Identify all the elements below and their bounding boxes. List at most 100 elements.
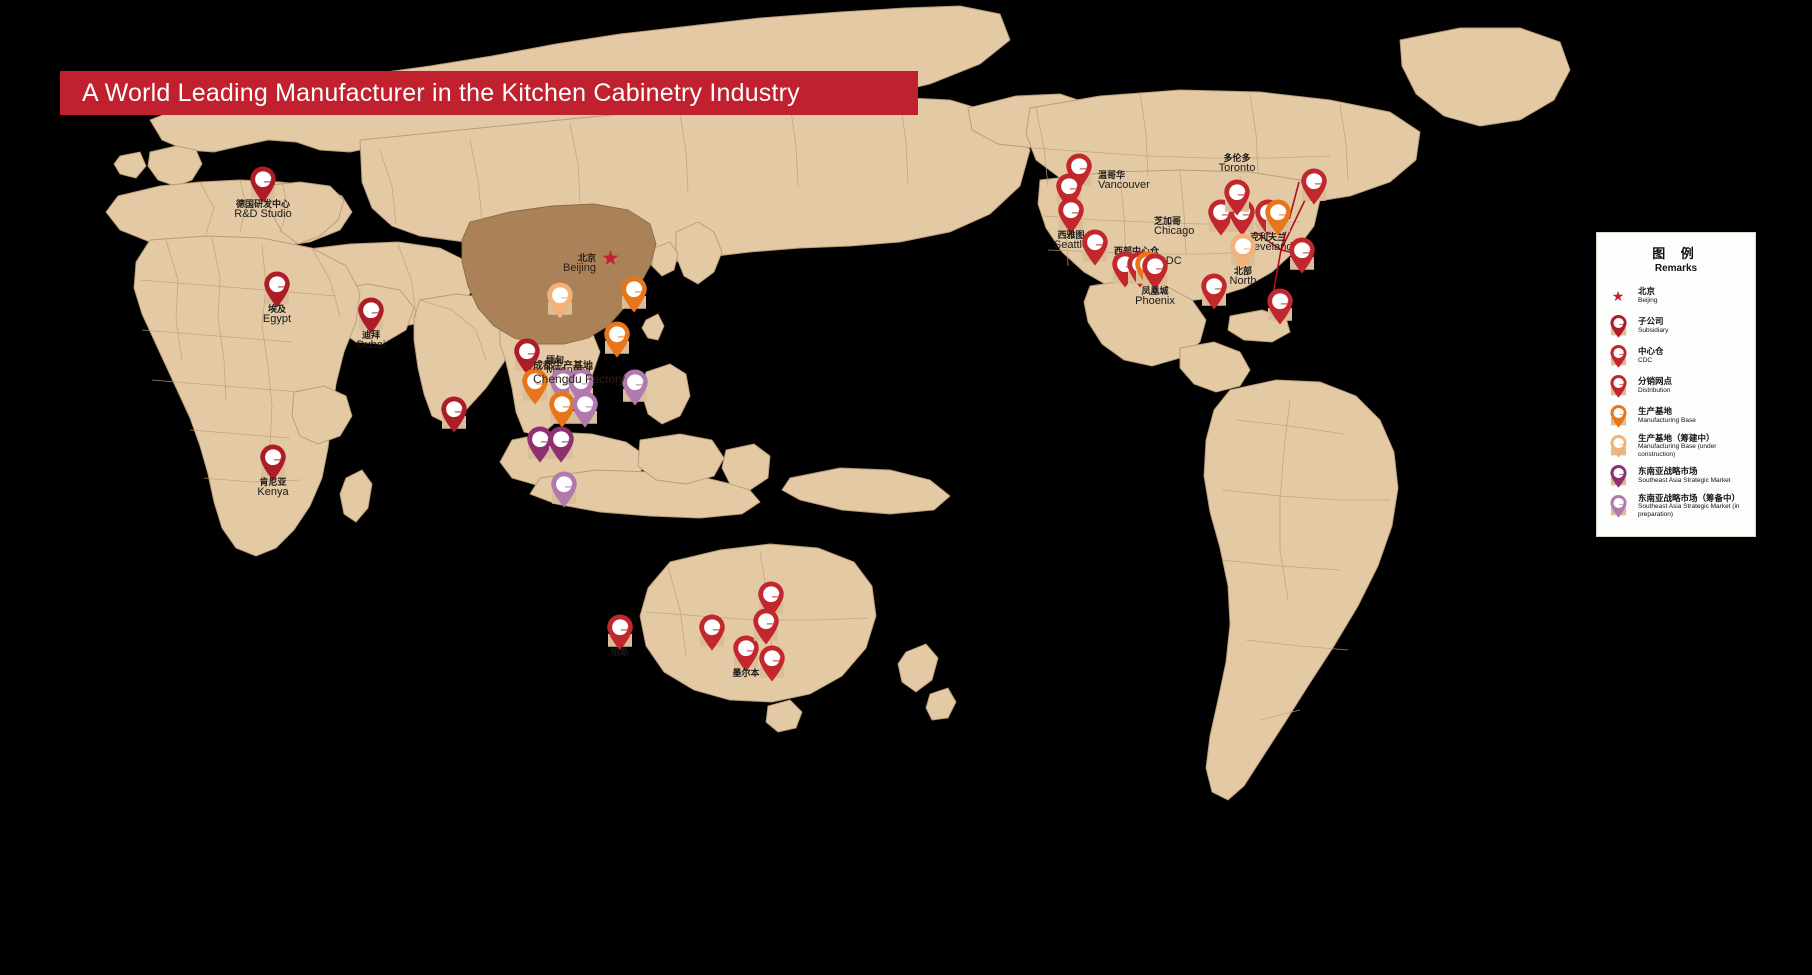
map-marker-guangdong[interactable] — [602, 320, 632, 359]
map-marker-vietnam-b[interactable] — [570, 390, 600, 429]
beijing-label: 北京 Beijing — [516, 253, 596, 275]
legend-text: 中心仓 CDC — [1638, 347, 1664, 365]
pin-subsidiary[interactable] — [512, 337, 542, 376]
map-marker-western-cdc[interactable]: 西部中心仓Western CDC — [1080, 228, 1182, 267]
region-label-chengdu: 成都生产基地 Chengdu Factory — [533, 361, 625, 386]
pin-manufacturing_under_construction[interactable] — [545, 281, 575, 320]
pin-distribution[interactable] — [1299, 167, 1329, 206]
legend-icon-manufacturing_under_construction — [1605, 434, 1631, 459]
legend-item-sea_strategic[interactable]: 东南亚战略市场 Southeast Asia Strategic Market — [1605, 461, 1747, 491]
pin-distribution[interactable] — [1265, 287, 1295, 326]
legend-item-star[interactable]: ★ 北京 Beijing — [1605, 281, 1747, 311]
pin-icon — [607, 614, 633, 651]
legend-item-manufacturing[interactable]: 生产基地 Manufacturing Base — [1605, 401, 1747, 431]
map-marker-chengdu[interactable] — [545, 281, 575, 320]
pin-icon — [514, 338, 540, 375]
pin-sea_strategic_prep[interactable] — [549, 470, 579, 509]
pin-icon — [527, 426, 553, 463]
map-marker-egypt[interactable]: 埃及 Egypt — [262, 270, 292, 325]
map-marker-rd-studio[interactable]: 德国研发中心 R&D Studio — [234, 165, 292, 220]
pin-distribution[interactable] — [1199, 272, 1229, 311]
pin-manufacturing[interactable] — [520, 367, 550, 406]
map-marker-india-west[interactable] — [439, 395, 469, 434]
map-marker-kenya[interactable]: 肯尼亚 Kenya — [257, 443, 289, 498]
pin-manufacturing[interactable] — [602, 320, 632, 359]
pin-distribution[interactable] — [1287, 236, 1317, 275]
pin-manufacturing[interactable] — [619, 275, 649, 314]
map-marker-toronto[interactable]: 多伦多 Toronto — [1219, 153, 1255, 217]
pin-distribution[interactable] — [1080, 228, 1110, 267]
legend-icon-distribution — [1605, 374, 1631, 399]
legend-item-cdc[interactable]: 中心仓 CDC — [1605, 341, 1747, 371]
pin-icon — [1609, 464, 1627, 488]
map-marker-malaysia-a[interactable] — [525, 425, 555, 464]
pin-distribution[interactable] — [731, 634, 761, 673]
pin-subsidiary[interactable] — [258, 443, 288, 482]
pin-manufacturing[interactable] — [1263, 198, 1293, 237]
legend-icon-subsidiary — [1605, 314, 1631, 339]
map-marker-canberra[interactable] — [751, 607, 781, 646]
pin-sea_strategic_prep[interactable] — [570, 390, 600, 429]
pin-icon — [260, 444, 286, 481]
pin-icon — [1609, 434, 1627, 458]
pin-manufacturing[interactable] — [547, 390, 577, 429]
pin-sea_strategic_prep[interactable] — [620, 368, 650, 407]
legend-text: 生产基地（筹建中） Manufacturing Base (under const… — [1638, 433, 1747, 459]
pin-distribution[interactable] — [1056, 196, 1086, 235]
pin-icon — [1224, 179, 1250, 216]
map-marker-east-coast[interactable] — [1287, 236, 1317, 275]
legend-rows: ★ 北京 Beijing 子公司 Subsidiary 中心仓 CDC 分销网点 Dist… — [1605, 281, 1747, 521]
map-marker-tasmania[interactable] — [757, 644, 787, 683]
map-marker-thailand-a[interactable] — [520, 367, 550, 406]
map-marker-vietnam-a[interactable] — [547, 390, 577, 429]
map-marker-southeast-us[interactable] — [1199, 272, 1229, 311]
map-marker-north[interactable]: 北部 North — [1228, 232, 1258, 287]
pin-sea_strategic[interactable] — [525, 425, 555, 464]
legend-label-en: Distribution — [1638, 387, 1671, 395]
pin-distribution[interactable] — [1222, 178, 1252, 217]
map-marker-fujian[interactable] — [619, 275, 649, 314]
map-marker-cleveland-b[interactable] — [1263, 198, 1293, 237]
pin-icon — [621, 276, 647, 313]
pin-distribution[interactable] — [605, 613, 635, 652]
legend-panel: 图 例 Remarks ★ 北京 Beijing 子公司 Subsidiary 中心仓… — [1596, 232, 1756, 537]
title-banner: A World Leading Manufacturer in the Kitc… — [60, 71, 918, 115]
legend-item-distribution[interactable]: 分销网点 Distribution — [1605, 371, 1747, 401]
legend-item-subsidiary[interactable]: 子公司 Subsidiary — [1605, 311, 1747, 341]
pin-subsidiary[interactable] — [356, 296, 386, 335]
map-marker-newyork[interactable] — [1299, 167, 1329, 206]
map-marker-adelaide[interactable] — [697, 613, 727, 652]
beijing-star-marker[interactable]: ★ — [601, 248, 620, 269]
pin-subsidiary[interactable] — [248, 165, 278, 204]
map-marker-philippines[interactable] — [620, 368, 650, 407]
map-marker-dubai[interactable]: 迪拜 Dubai — [356, 296, 386, 351]
pin-manufacturing_under_construction[interactable] — [1228, 232, 1258, 271]
legend-item-manufacturing_under_construction[interactable]: 生产基地（筹建中） Manufacturing Base (under const… — [1605, 431, 1747, 461]
pin-icon — [622, 369, 648, 406]
map-marker-florida[interactable] — [1265, 287, 1295, 326]
map-marker-phoenix[interactable]: 凤凰城 Phoenix — [1135, 252, 1175, 307]
pin-icon — [759, 645, 785, 682]
legend-item-sea_strategic_prep[interactable]: 东南亚战略市场（筹备中） Southeast Asia Strategic Mar… — [1605, 491, 1747, 521]
pin-icon — [549, 391, 575, 428]
pin-icon — [733, 635, 759, 672]
legend-icon-sea_strategic_prep — [1605, 494, 1631, 519]
pin-distribution[interactable] — [697, 613, 727, 652]
beijing-label-en: Beijing — [562, 262, 596, 275]
map-marker-malaysia-b[interactable] — [546, 425, 576, 464]
pin-subsidiary[interactable] — [262, 270, 292, 309]
pin-distribution[interactable] — [1140, 252, 1170, 291]
pin-icon — [1609, 314, 1627, 338]
legend-text: 生产基地 Manufacturing Base — [1638, 407, 1696, 425]
pin-icon — [1201, 273, 1227, 310]
pin-sea_strategic[interactable] — [546, 425, 576, 464]
map-marker-perth[interactable]: 珀斯 — [605, 613, 635, 657]
pin-subsidiary[interactable] — [439, 395, 469, 434]
pin-icon — [1058, 197, 1084, 234]
map-marker-indonesia[interactable] — [549, 470, 579, 509]
legend-icon-manufacturing — [1605, 404, 1631, 429]
legend-label-cn: 子公司 — [1638, 316, 1664, 327]
pin-distribution[interactable] — [751, 607, 781, 646]
pin-distribution[interactable] — [757, 644, 787, 683]
